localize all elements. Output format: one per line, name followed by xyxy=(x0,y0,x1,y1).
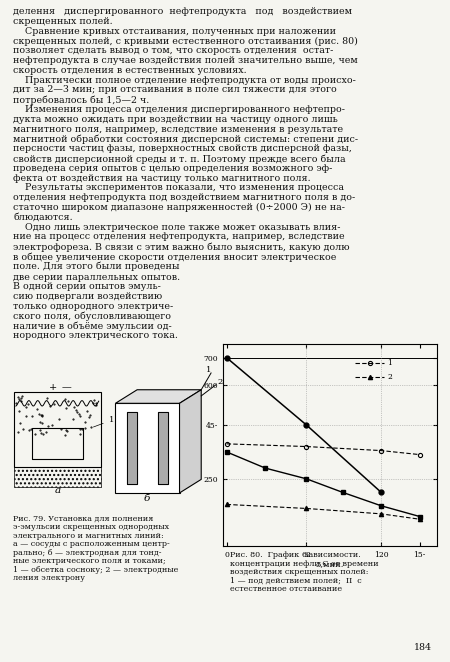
Text: сию подвергали воздействию: сию подвергали воздействию xyxy=(13,292,162,301)
Polygon shape xyxy=(158,412,168,484)
Text: 2: 2 xyxy=(217,377,222,385)
Text: концентрации нефли С от времени: концентрации нефли С от времени xyxy=(230,559,378,567)
Bar xyxy=(32,428,83,459)
Text: 1: 1 xyxy=(94,416,114,427)
Text: э-эмульсии скрещенных однородных: э-эмульсии скрещенных однородных xyxy=(13,523,169,531)
Text: свойств дисперсионной среды и т. п. Поэтому прежде всего была: свойств дисперсионной среды и т. п. Поэт… xyxy=(13,154,346,164)
Text: Одно лишь электрическое поле также может оказывать влия-: Одно лишь электрическое поле также может… xyxy=(13,222,341,232)
Polygon shape xyxy=(127,412,137,484)
Text: дукта можно ожидать при воздействии на частицу одного лишь: дукта можно ожидать при воздействии на ч… xyxy=(13,115,338,124)
Text: магнитной обработки состояния дисперсной системы: степени дис-: магнитной обработки состояния дисперсной… xyxy=(13,134,358,144)
Text: ние на процесс отделения нефтепродукта, например, вследствие: ние на процесс отделения нефтепродукта, … xyxy=(13,232,345,242)
Text: а: а xyxy=(54,486,60,495)
Text: скрещенных полей, с кривыми естественного отстаивания (рис. 80): скрещенных полей, с кривыми естественног… xyxy=(13,36,358,46)
Text: блюдаются.: блюдаются. xyxy=(13,213,72,222)
Text: электрофореза. В связи с этим важно было выяснить, какую долю: электрофореза. В связи с этим важно было… xyxy=(13,242,350,252)
Text: 184: 184 xyxy=(414,643,432,652)
Text: отделения нефтепродукта под воздействием магнитного поля в до-: отделения нефтепродукта под воздействием… xyxy=(13,193,355,202)
Text: ского поля, обусловливающего: ского поля, обусловливающего xyxy=(13,312,171,321)
Text: рально; б — электродная для тонд-: рально; б — электродная для тонд- xyxy=(13,549,162,557)
Text: —: — xyxy=(61,383,71,392)
Text: только однородного электриче-: только однородного электриче- xyxy=(13,302,173,311)
Text: Результаты экспериментов показали, что изменения процесса: Результаты экспериментов показали, что и… xyxy=(13,183,344,193)
Text: проведена серия опытов с целью определения возможного эф-: проведена серия опытов с целью определен… xyxy=(13,164,333,173)
Text: делення   диспергированного  нефтепродукта   под   воздействием: делення диспергированного нефтепродукта … xyxy=(13,7,352,16)
Text: фекта от воздействия на частицу только магнитного поля.: фекта от воздействия на частицу только м… xyxy=(13,173,310,183)
Text: позволяет сделать вывод о том, что скорость отделения  остат-: позволяет сделать вывод о том, что скоро… xyxy=(13,46,333,55)
Text: б: б xyxy=(144,494,150,502)
Bar xyxy=(14,392,101,467)
Text: поле. Для этого были проведены: поле. Для этого были проведены xyxy=(13,261,180,271)
Text: Практически полное отделение нефтепродукта от воды происхо-: Практически полное отделение нефтепродук… xyxy=(13,75,356,85)
Text: статочно широком диапазоне напряженностей (0÷2000 Э) не на-: статочно широком диапазоне напряженносте… xyxy=(13,203,345,212)
Text: Рис. 79. Установка для полнения: Рис. 79. Установка для полнения xyxy=(13,515,153,523)
Polygon shape xyxy=(116,390,201,403)
Text: 1 — обсетка сосноку; 2 — электродные: 1 — обсетка сосноку; 2 — электродные xyxy=(13,566,178,574)
Bar xyxy=(14,467,101,487)
Y-axis label: С, мл/г: С, мл/г xyxy=(194,430,202,461)
Text: В одной серии опытов эмуль-: В одной серии опытов эмуль- xyxy=(13,283,161,291)
Text: нородного электрического тока.: нородного электрического тока. xyxy=(13,332,178,340)
Text: две серии параллельных опытов.: две серии параллельных опытов. xyxy=(13,273,180,281)
Text: персности частиц фазы, поверхностных свойств дисперсной фазы,: персности частиц фазы, поверхностных сво… xyxy=(13,144,352,153)
Polygon shape xyxy=(180,390,201,493)
Text: Сравнение кривых отстаивания, полученных при наложении: Сравнение кривых отстаивания, полученных… xyxy=(13,26,336,36)
Text: ления электрону: ления электрону xyxy=(13,574,85,583)
Text: электрального и магнитных линий:: электрального и магнитных линий: xyxy=(13,532,164,540)
Text: потребовалось бы 1,5—2 ч.: потребовалось бы 1,5—2 ч. xyxy=(13,95,149,105)
Text: магнитного поля, например, вследствие изменения в результате: магнитного поля, например, вследствие из… xyxy=(13,124,343,134)
Text: скрещенных полей.: скрещенных полей. xyxy=(13,17,112,26)
Text: 1: 1 xyxy=(206,366,211,374)
Text: 1: 1 xyxy=(387,359,392,367)
Text: 2: 2 xyxy=(387,373,392,381)
Text: дит за 2—3 мин; при отстаивания в поле сил тяжести для этого: дит за 2—3 мин; при отстаивания в поле с… xyxy=(13,85,337,95)
Text: нефтепродукта в случае воздействия полей значительно выше, чем: нефтепродукта в случае воздействия полей… xyxy=(13,56,358,65)
Text: в общее увеличение скорости отделения вносит электрическое: в общее увеличение скорости отделения вн… xyxy=(13,252,337,261)
Text: а — сосуды с расположенным центр-: а — сосуды с расположенным центр- xyxy=(13,540,170,548)
Text: 1 — под действием полей;  II  с: 1 — под действием полей; II с xyxy=(230,577,362,585)
Text: Изменения процесса отделения диспергированного нефтепро-: Изменения процесса отделения диспергиров… xyxy=(13,105,345,114)
Bar xyxy=(116,403,180,493)
X-axis label: 3,мин.: 3,мин. xyxy=(315,561,344,569)
Text: скорость отделения в естественных условиях.: скорость отделения в естественных услови… xyxy=(13,66,247,75)
Text: ные электрического поля и токами;: ные электрического поля и токами; xyxy=(13,557,166,565)
Text: +: + xyxy=(50,383,58,392)
Text: естественное отстаивание: естественное отстаивание xyxy=(230,585,342,593)
Text: Рис. 80.  График  зависимости.: Рис. 80. График зависимости. xyxy=(230,551,361,559)
Text: наличие в объёме эмульсии од-: наличие в объёме эмульсии од- xyxy=(13,322,172,331)
Text: воздействия скрещенных полей:: воздействия скрещенных полей: xyxy=(230,568,369,576)
